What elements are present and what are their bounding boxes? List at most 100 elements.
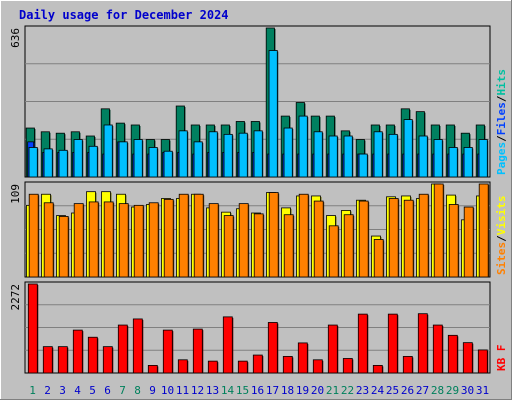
x-tick-label: 31 [476,384,489,397]
bar-files [313,131,323,178]
bar-files [373,131,383,178]
x-tick-label: 22 [341,384,354,397]
x-tick-label: 5 [89,384,96,397]
x-tick-label: 1 [29,384,36,397]
bar-kb-f [297,342,308,374]
x-tick-label: 30 [461,384,474,397]
x-tick-label: 20 [311,384,324,397]
bar-sites [118,203,129,278]
x-tick-label: 25 [386,384,399,397]
chart-title: Daily usage for December 2024 [19,8,229,22]
legend: KB F [495,345,508,372]
x-tick-label: 29 [446,384,459,397]
bar-files [403,119,413,178]
bar-kb-f [357,313,368,374]
x-tick-label: 21 [326,384,339,397]
x-tick-label: 4 [74,384,81,397]
bar-kb-f [477,349,488,374]
bar-kb-f [282,356,293,374]
x-tick-label: 10 [161,384,174,397]
legend-item: Visits [495,196,508,236]
bar-sites [478,183,489,278]
bar-kb-f [192,328,203,374]
bar-sites [178,193,189,278]
legend-separator: / [495,135,508,142]
legend-separator: / [495,95,508,102]
bar-files [223,133,233,178]
bar-sites [463,206,474,278]
bar-kb-f [132,318,143,374]
bar-files [208,131,218,178]
bar-sites [223,215,234,278]
x-tick-label: 13 [206,384,219,397]
bar-files [418,135,428,178]
bar-kb-f [72,329,83,374]
x-tick-label: 2 [44,384,51,397]
x-tick-label: 8 [134,384,141,397]
x-tick-label: 9 [149,384,156,397]
bar-files [433,139,443,178]
x-tick-label: 17 [266,384,279,397]
x-tick-label: 24 [371,384,385,397]
bar-files [478,139,488,178]
bar-kb-f [402,356,413,374]
bar-kb-f [372,365,383,374]
bar-kb-f [252,354,263,374]
x-tick-label: 3 [59,384,66,397]
bar-sites [103,201,114,278]
bar-files [163,150,173,178]
bar-sites [388,198,399,278]
bar-kb-f [57,346,68,374]
bar-files [238,132,248,178]
bar-kb-f [177,359,188,374]
bar-sites [313,200,324,278]
bar-kb-f [237,360,248,374]
x-tick-label: 23 [356,384,369,397]
legend-item: KB F [495,345,508,372]
bar-files [43,148,53,178]
chart-panel-2: 109 Sites/Visits [9,181,508,278]
bar-sites [28,193,39,278]
bar-sites [73,203,84,278]
bar-files [133,139,143,178]
bar-sites [268,192,279,278]
bar-kb-f [267,322,278,374]
y-max-label: 109 [9,184,22,204]
bar-kb-f [42,346,53,374]
legend: Sites/Visits [495,196,508,276]
bar-files [193,141,203,178]
bar-files [343,135,353,178]
legend-item: Hits [495,69,508,96]
bar-kb-f [147,365,158,374]
bar-kb-f [27,283,38,374]
x-tick-label: 12 [191,384,204,397]
bar-kb-f [102,346,113,374]
bar-files [283,127,293,178]
bar-files [148,147,158,178]
bar-sites [433,183,444,278]
bar-sites [298,193,309,278]
bar-files [118,141,128,178]
bar-sites [238,203,249,278]
bar-sites [193,193,204,278]
bar-sites [418,193,429,278]
bar-sites [358,200,369,278]
bar-sites [448,204,459,278]
bar-files [388,133,398,178]
bar-kb-f [342,358,353,374]
x-tick-label: 16 [251,384,264,397]
bar-kb-f [462,342,473,374]
x-tick-label: 15 [236,384,249,397]
bar-files [58,149,68,178]
bar-kb-f [417,313,428,374]
bar-sites [43,202,54,278]
y-max-label: 636 [9,28,22,48]
x-tick-label: 18 [281,384,294,397]
bar-files [268,50,278,178]
bar-sites [133,204,144,278]
x-tick-label: 6 [104,384,111,397]
chart-panel-3: 2272 KB F [9,281,508,374]
bar-kb-f [207,360,218,374]
